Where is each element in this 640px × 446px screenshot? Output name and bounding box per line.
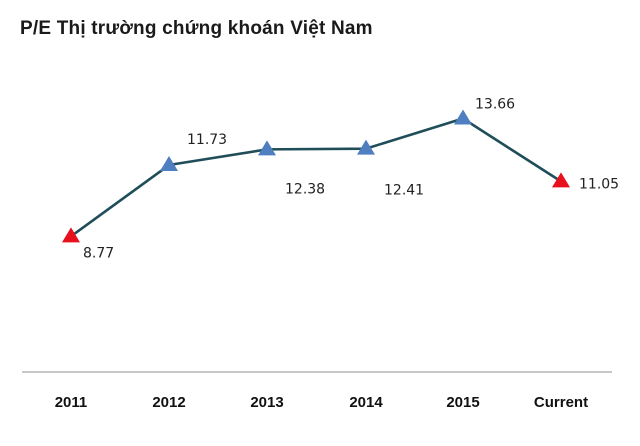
- data-label: 11.05: [579, 176, 619, 192]
- x-tick-label: Current: [534, 394, 588, 411]
- x-tick-label: 2014: [349, 394, 383, 411]
- data-label: 8.77: [83, 245, 114, 261]
- data-point-marker: [258, 140, 276, 156]
- x-tick-label: 2011: [55, 394, 88, 411]
- data-label: 12.41: [384, 183, 424, 199]
- data-point-marker: [160, 156, 178, 172]
- data-point-marker: [552, 172, 570, 188]
- series-line: [70, 117, 562, 238]
- data-point-marker: [62, 227, 80, 243]
- data-label: 13.66: [475, 97, 515, 113]
- data-point-marker: [454, 109, 472, 125]
- data-label: 11.73: [187, 132, 227, 148]
- x-tick-label: 2012: [152, 394, 185, 411]
- chart-title: P/E Thị trường chứng khoán Việt Nam: [20, 18, 373, 39]
- x-tick-label: 2015: [446, 394, 479, 411]
- x-tick-label: 2013: [250, 394, 283, 411]
- data-label: 12.38: [285, 181, 325, 197]
- data-point-marker: [357, 139, 375, 155]
